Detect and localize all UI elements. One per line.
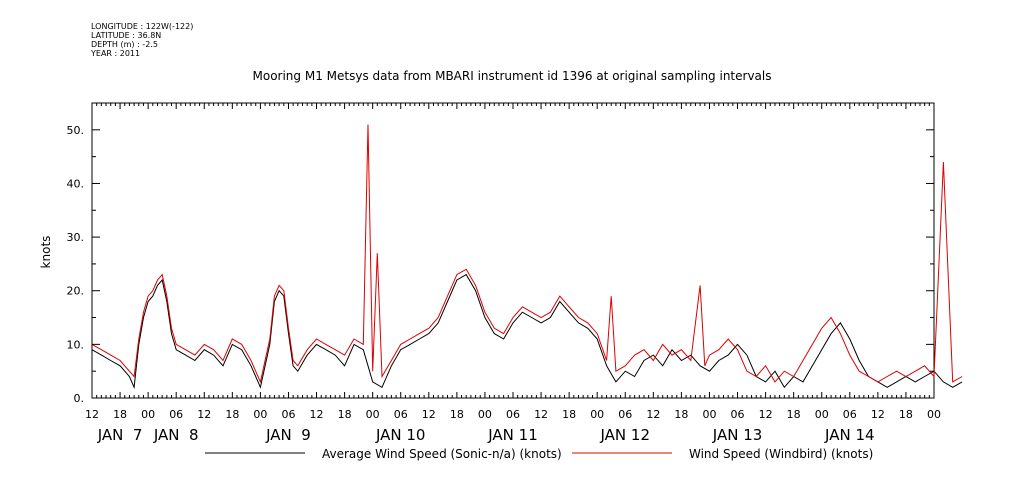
x-tick-label: 18 — [450, 408, 464, 421]
x-day-label: JAN 11 — [487, 426, 538, 444]
x-day-label: JAN 7 — [97, 426, 143, 444]
x-tick-label: 06 — [843, 408, 857, 421]
x-day-label: JAN 12 — [600, 426, 651, 444]
x-tick-label: 18 — [562, 408, 576, 421]
x-tick-label: 18 — [225, 408, 239, 421]
x-tick-label: 12 — [759, 408, 773, 421]
x-tick-label: 00 — [927, 408, 941, 421]
x-tick-label: 00 — [141, 408, 155, 421]
y-tick-label: 0. — [74, 392, 85, 405]
x-day-label: JAN 10 — [375, 426, 426, 444]
x-tick-label: 00 — [815, 408, 829, 421]
series-line-average — [91, 273, 963, 390]
x-tick-label: 06 — [506, 408, 520, 421]
y-axis-label: knots — [39, 236, 53, 269]
legend-label-average: Average Wind Speed (Sonic-n/a) (knots) — [322, 447, 562, 461]
axes: 12 18 00 06 12 18 00 06 12 18 00 06 12 18 00 06 12 18 00 06… — [67, 102, 941, 444]
series-line-windbird — [91, 124, 963, 384]
y-tick-label: 20. — [67, 285, 85, 298]
x-tick-label: 18 — [674, 408, 688, 421]
x-tick-label: 00 — [366, 408, 380, 421]
x-day-label: JAN 14 — [824, 426, 875, 444]
longitude-label: LONGITUDE : 122W(-122) — [91, 22, 194, 31]
depth-label: DEPTH (m) : -2.5 — [91, 40, 158, 49]
x-tick-label: 12 — [646, 408, 660, 421]
x-tick-label: 00 — [590, 408, 604, 421]
year-label: YEAR : 2011 — [91, 49, 141, 58]
plot-frame — [91, 102, 935, 399]
x-tick-label: 00 — [702, 408, 716, 421]
x-day-label: JAN 9 — [265, 426, 311, 444]
x-tick-label: 18 — [338, 408, 352, 421]
x-tick-label: 00 — [253, 408, 267, 421]
x-tick-label: 12 — [871, 408, 885, 421]
plot-area — [91, 124, 963, 390]
x-tick-label: 00 — [478, 408, 492, 421]
chart-title: Mooring M1 Metsys data from MBARI instru… — [253, 69, 772, 83]
latitude-label: LATITUDE : 36.8N — [91, 31, 162, 40]
y-tick-label: 30. — [67, 231, 85, 244]
x-tick-label: 12 — [422, 408, 436, 421]
y-tick-label: 50. — [67, 124, 85, 137]
y-tick-label: 40. — [67, 177, 85, 190]
metadata-block: LONGITUDE : 122W(-122) LATITUDE : 36.8N … — [91, 22, 193, 58]
x-tick-label: 06 — [618, 408, 632, 421]
x-tick-label: 12 — [310, 408, 324, 421]
legend: Average Wind Speed (Sonic-n/a) (knots) W… — [205, 447, 873, 461]
y-tick-label: 10. — [67, 338, 85, 351]
legend-label-windbird: Wind Speed (Windbird) (knots) — [689, 447, 873, 461]
x-tick-label: 06 — [731, 408, 745, 421]
x-tick-label: 12 — [534, 408, 548, 421]
x-tick-label: 12 — [85, 408, 99, 421]
x-tick-label: 06 — [394, 408, 408, 421]
x-day-label: JAN 13 — [712, 426, 763, 444]
x-tick-label: 06 — [169, 408, 183, 421]
x-tick-label: 18 — [113, 408, 127, 421]
x-tick-label: 18 — [899, 408, 913, 421]
x-day-label: JAN 8 — [153, 426, 199, 444]
x-tick-label: 18 — [787, 408, 801, 421]
x-tick-label: 12 — [197, 408, 211, 421]
x-tick-label: 06 — [281, 408, 295, 421]
